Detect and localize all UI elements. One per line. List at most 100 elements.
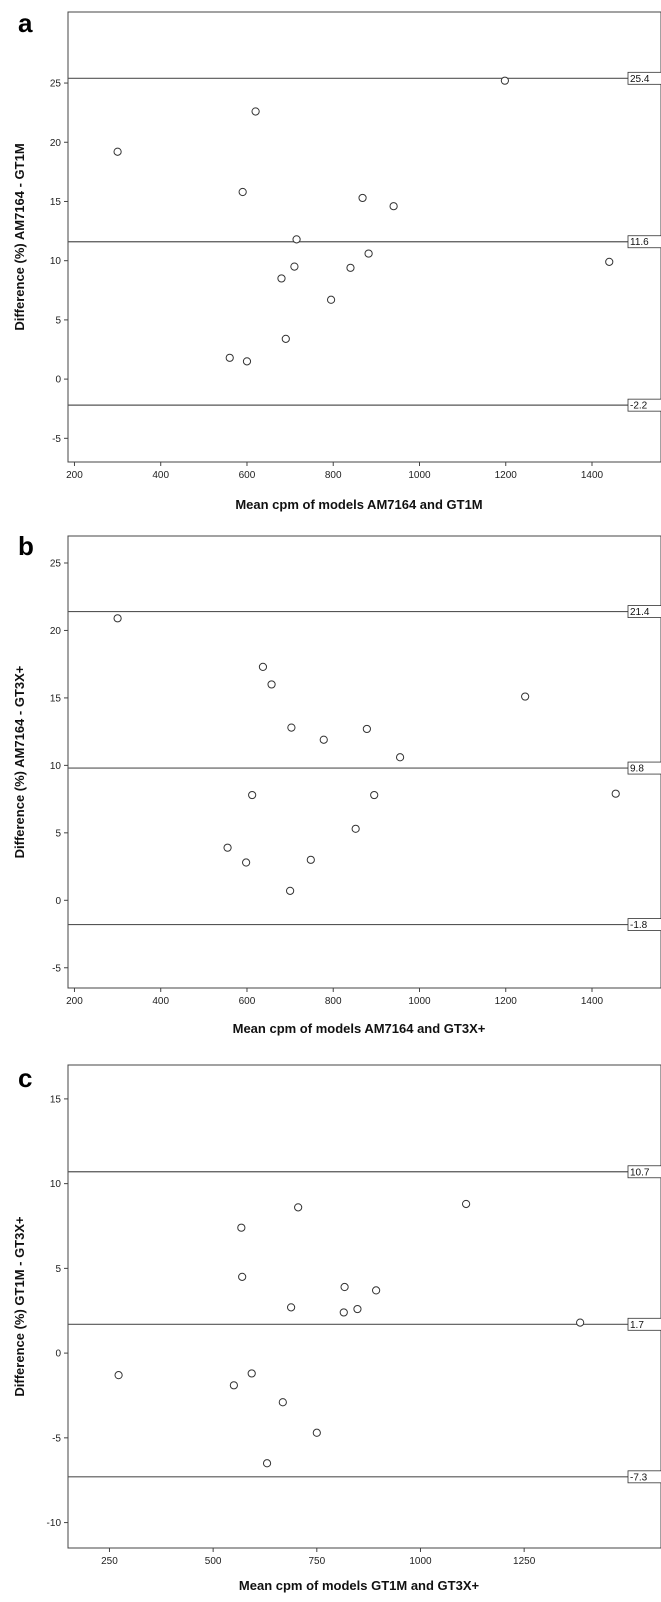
data-point <box>229 1381 238 1390</box>
data-point <box>286 886 295 895</box>
x-tick-label: 600 <box>239 470 256 481</box>
data-point <box>242 357 252 366</box>
y-tick-label: 10 <box>50 1179 62 1190</box>
y-tick-label: 5 <box>55 1264 61 1275</box>
reference-line-label: -2.2 <box>630 401 648 412</box>
data-point <box>362 724 371 734</box>
data-point <box>277 274 286 283</box>
x-tick-label: 500 <box>205 1556 222 1567</box>
x-tick-label: 1250 <box>513 1556 536 1567</box>
reference-line-label: 10.7 <box>630 1167 650 1178</box>
data-point <box>248 790 257 800</box>
x-tick-label: 400 <box>152 470 169 481</box>
data-point <box>287 723 296 732</box>
data-point <box>346 263 355 272</box>
data-point <box>339 1308 348 1317</box>
y-tick-label: 15 <box>50 197 62 208</box>
data-point <box>223 843 232 852</box>
data-point <box>306 855 315 864</box>
x-tick-label: 1200 <box>495 996 518 1007</box>
data-point <box>389 202 398 211</box>
data-point <box>372 1286 381 1295</box>
x-tick-label: 750 <box>308 1556 325 1567</box>
reference-label-box <box>627 1470 661 1484</box>
y-tick-label: 10 <box>50 256 62 267</box>
reference-line-label: 11.6 <box>630 237 649 248</box>
data-point <box>251 107 260 116</box>
data-point <box>292 235 301 244</box>
panel-c: c 250 500 750 1000 1250 -10 -5 0 5 10 15 10.7 1.7 -7.3… <box>12 1063 661 1593</box>
data-point <box>340 1282 349 1292</box>
reference-line-label: -7.3 <box>630 1472 648 1483</box>
y-axis-title: Difference (%) AM7164 - GT1M <box>12 143 27 330</box>
data-point <box>287 1303 296 1312</box>
x-tick-label: 1400 <box>581 470 604 481</box>
data-point <box>370 790 379 800</box>
x-axis-title: Mean cpm of models GT1M and GT3X+ <box>239 1578 480 1593</box>
data-point <box>353 1304 362 1314</box>
x-tick-label: 200 <box>66 470 83 481</box>
x-tick-label: 800 <box>325 996 342 1007</box>
x-tick-label: 200 <box>66 996 83 1007</box>
panel-letter: a <box>18 8 33 38</box>
y-tick-label: 25 <box>50 79 62 90</box>
y-axis-title: Difference (%) GT1M - GT3X+ <box>12 1216 27 1397</box>
x-tick-label: 1000 <box>409 1556 432 1567</box>
data-point <box>576 1318 585 1327</box>
data-point <box>247 1369 256 1378</box>
data-point <box>258 662 268 671</box>
reference-label-box <box>627 1165 661 1179</box>
plot-frame <box>67 11 661 463</box>
y-tick-label: 20 <box>50 626 62 637</box>
data-point <box>521 692 530 701</box>
data-point <box>290 262 299 271</box>
data-point <box>237 1223 246 1232</box>
data-point <box>312 1428 321 1437</box>
data-point <box>294 1203 303 1212</box>
data-point <box>267 680 276 689</box>
x-tick-label: 1000 <box>408 470 431 481</box>
data-point <box>351 824 360 833</box>
data-point <box>611 789 620 798</box>
panel-letter: c <box>18 1063 32 1093</box>
data-point <box>225 353 234 362</box>
data-point <box>238 187 247 197</box>
reference-label-box <box>627 235 661 249</box>
reference-line-label: -1.8 <box>630 920 648 931</box>
data-point <box>500 76 509 85</box>
data-point <box>319 735 328 744</box>
reference-label-box <box>627 605 661 618</box>
data-point <box>278 1398 287 1407</box>
x-tick-label: 1200 <box>495 470 518 481</box>
x-tick-label: 800 <box>325 470 342 481</box>
data-point <box>242 858 251 867</box>
data-point <box>605 257 614 266</box>
reference-line-label: 21.4 <box>630 607 650 618</box>
data-point <box>113 614 122 623</box>
panel-b: b 200 400 600 800 1000 1200 1400 -5 0 5 10 15 20 25 21.… <box>12 531 661 1036</box>
data-point <box>262 1459 272 1468</box>
panel-letter: b <box>18 531 34 561</box>
y-tick-label: 0 <box>55 896 61 907</box>
y-tick-label: 5 <box>55 315 61 326</box>
y-tick-label: 0 <box>55 1349 61 1360</box>
reference-label-box <box>627 918 661 931</box>
y-tick-label: -5 <box>52 1433 61 1444</box>
reference-label-box <box>627 1317 661 1331</box>
x-axis-title: Mean cpm of models AM7164 and GT3X+ <box>233 1021 486 1036</box>
data-point <box>364 249 373 258</box>
y-tick-label: 15 <box>50 693 62 704</box>
y-tick-label: -5 <box>52 963 61 974</box>
y-tick-label: -10 <box>47 1518 62 1529</box>
data-point <box>238 1272 247 1281</box>
data-point <box>114 1371 123 1380</box>
reference-line-label: 9.8 <box>630 764 644 775</box>
y-tick-label: 10 <box>50 761 62 772</box>
reference-label-box <box>627 398 661 412</box>
x-tick-label: 1400 <box>581 996 604 1007</box>
data-point <box>326 295 336 304</box>
x-tick-label: 250 <box>101 1556 118 1567</box>
x-tick-label: 1000 <box>408 996 431 1007</box>
x-tick-label: 400 <box>152 996 169 1007</box>
